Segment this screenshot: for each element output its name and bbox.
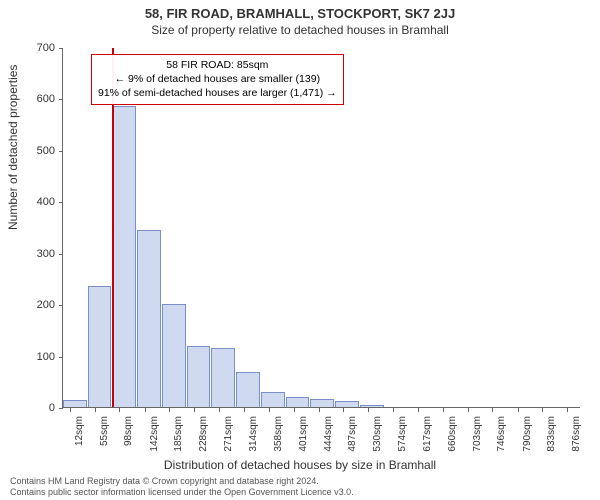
annotation-line2: ← 9% of detached houses are smaller (139… xyxy=(98,72,337,86)
chart-plot-area: 0100200300400500600700 12sqm55sqm98sqm14… xyxy=(62,48,580,408)
ytick-label: 0 xyxy=(15,402,55,414)
xtick-label: 660sqm xyxy=(447,416,458,452)
xtick-mark xyxy=(368,408,369,412)
ytick-label: 700 xyxy=(15,42,55,54)
xtick-mark xyxy=(418,408,419,412)
xtick-label: 314sqm xyxy=(248,416,259,452)
xtick-label: 574sqm xyxy=(397,416,408,452)
ytick-label: 600 xyxy=(15,93,55,105)
xtick-label: 401sqm xyxy=(298,416,309,452)
xtick-label: 703sqm xyxy=(472,416,483,452)
xtick-label: 12sqm xyxy=(74,416,85,446)
chart-title: 58, FIR ROAD, BRAMHALL, STOCKPORT, SK7 2… xyxy=(0,0,600,21)
ytick-mark xyxy=(59,408,63,409)
xtick-mark xyxy=(443,408,444,412)
footer-attribution: Contains HM Land Registry data © Crown c… xyxy=(10,476,354,498)
ytick-label: 300 xyxy=(15,248,55,260)
xtick-mark xyxy=(119,408,120,412)
annotation-line3: 91% of semi-detached houses are larger (… xyxy=(98,86,337,100)
xtick-mark xyxy=(169,408,170,412)
xtick-mark xyxy=(219,408,220,412)
chart-subtitle: Size of property relative to detached ho… xyxy=(0,21,600,37)
xtick-label: 530sqm xyxy=(372,416,383,452)
xtick-mark xyxy=(244,408,245,412)
annotation-box: 58 FIR ROAD: 85sqm ← 9% of detached hous… xyxy=(91,54,344,105)
ytick-label: 200 xyxy=(15,299,55,311)
xtick-label: 55sqm xyxy=(99,416,110,446)
xtick-label: 271sqm xyxy=(223,416,234,452)
plot-frame: 0100200300400500600700 12sqm55sqm98sqm14… xyxy=(62,48,580,408)
xtick-mark xyxy=(468,408,469,412)
xtick-mark xyxy=(542,408,543,412)
ytick-label: 100 xyxy=(15,351,55,363)
xtick-mark xyxy=(95,408,96,412)
xtick-label: 833sqm xyxy=(546,416,557,452)
ytick-label: 400 xyxy=(15,196,55,208)
xtick-label: 746sqm xyxy=(496,416,507,452)
xtick-mark xyxy=(269,408,270,412)
xtick-label: 358sqm xyxy=(273,416,284,452)
xtick-mark xyxy=(70,408,71,412)
xtick-mark xyxy=(567,408,568,412)
xtick-label: 444sqm xyxy=(323,416,334,452)
footer-line2: Contains public sector information licen… xyxy=(10,487,354,498)
xtick-mark xyxy=(518,408,519,412)
ytick-label: 500 xyxy=(15,145,55,157)
x-axis-label: Distribution of detached houses by size … xyxy=(0,458,600,472)
xtick-label: 185sqm xyxy=(173,416,184,452)
xtick-label: 98sqm xyxy=(123,416,134,446)
xtick-label: 142sqm xyxy=(149,416,160,452)
xtick-label: 790sqm xyxy=(522,416,533,452)
xtick-mark xyxy=(319,408,320,412)
footer-line1: Contains HM Land Registry data © Crown c… xyxy=(10,476,354,487)
annotation-line1: 58 FIR ROAD: 85sqm xyxy=(98,58,337,72)
xtick-label: 876sqm xyxy=(571,416,582,452)
xtick-mark xyxy=(194,408,195,412)
xtick-mark xyxy=(492,408,493,412)
xtick-label: 228sqm xyxy=(198,416,209,452)
xtick-label: 617sqm xyxy=(422,416,433,452)
xtick-label: 487sqm xyxy=(347,416,358,452)
xtick-mark xyxy=(393,408,394,412)
xtick-mark xyxy=(343,408,344,412)
xtick-mark xyxy=(145,408,146,412)
xtick-mark xyxy=(294,408,295,412)
